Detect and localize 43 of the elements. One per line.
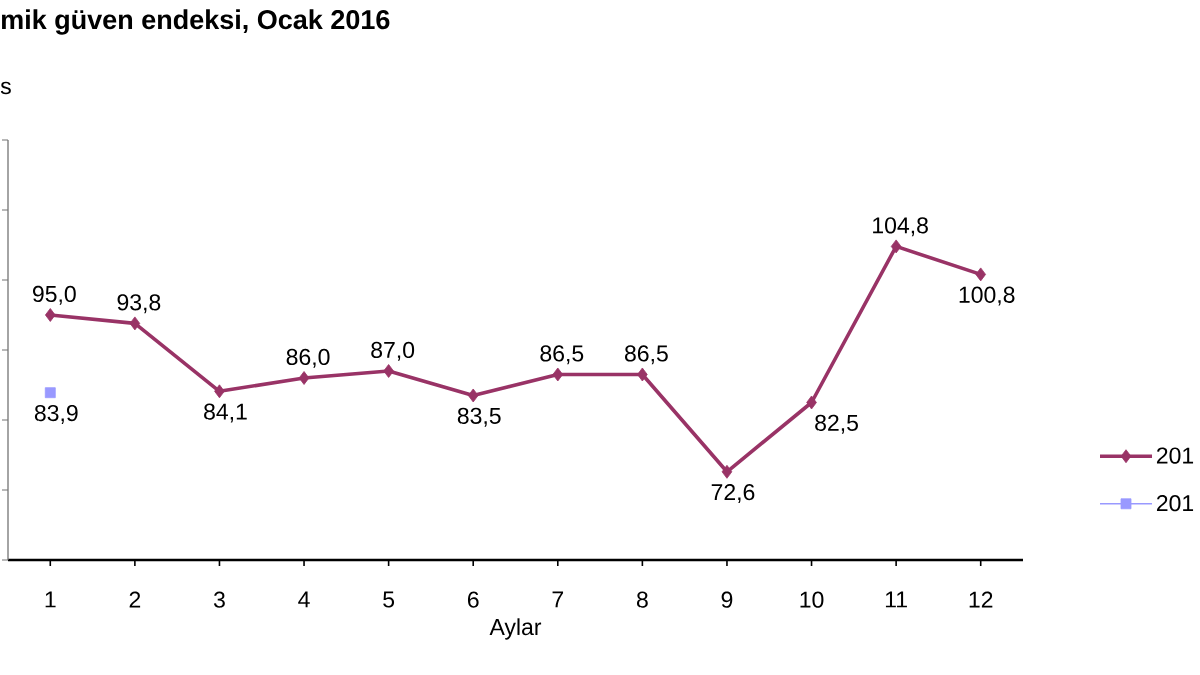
x-tick-label: 4 [298, 591, 310, 608]
point [129, 316, 141, 331]
data-label: 87,0 [371, 341, 415, 361]
x-tick-label: 9 [721, 591, 733, 608]
x-tick-label: 7 [552, 591, 564, 608]
x-axis-title: Aylar [489, 618, 542, 640]
point [975, 267, 986, 282]
chart-title: mik güven endeksi, Ocak 2016 [1, 9, 390, 35]
x-tick-label: 1 [45, 591, 56, 608]
x-tick-label: 2 [129, 591, 141, 608]
data-label: 100,8 [959, 286, 1015, 306]
data-label: 86,0 [286, 348, 330, 368]
x-tick-label: 3 [213, 591, 225, 608]
point [552, 367, 564, 382]
point [298, 371, 310, 385]
point [383, 364, 394, 378]
data-label: 84,1 [204, 403, 247, 423]
data-label: 82,5 [815, 414, 858, 434]
x-tick-label: 8 [636, 591, 648, 608]
point [214, 384, 225, 399]
point [44, 387, 56, 399]
point [721, 464, 733, 479]
point [637, 367, 648, 382]
point [45, 308, 56, 322]
data-label: 83,5 [457, 407, 501, 427]
data-label: 86,5 [625, 345, 668, 365]
point [467, 388, 479, 403]
data-label: 72,6 [711, 484, 755, 504]
x-tick-label: 5 [383, 591, 395, 608]
x-tick-label: 12 [969, 591, 993, 608]
data-label: 86,5 [540, 345, 584, 365]
y-axis-title: s [0, 81, 11, 95]
legend-label: 201 [1156, 447, 1194, 464]
x-tick-label: 10 [800, 591, 824, 608]
x-tick-label: 6 [467, 591, 479, 608]
x-tick-label: 11 [885, 591, 907, 608]
data-label: 83,9 [34, 404, 78, 424]
point [806, 395, 817, 410]
legend-label: 201 [1156, 495, 1194, 512]
data-label: 93,8 [117, 294, 161, 314]
data-label: 95,0 [32, 285, 76, 305]
data-label: 104,8 [873, 217, 928, 237]
point [890, 239, 902, 254]
